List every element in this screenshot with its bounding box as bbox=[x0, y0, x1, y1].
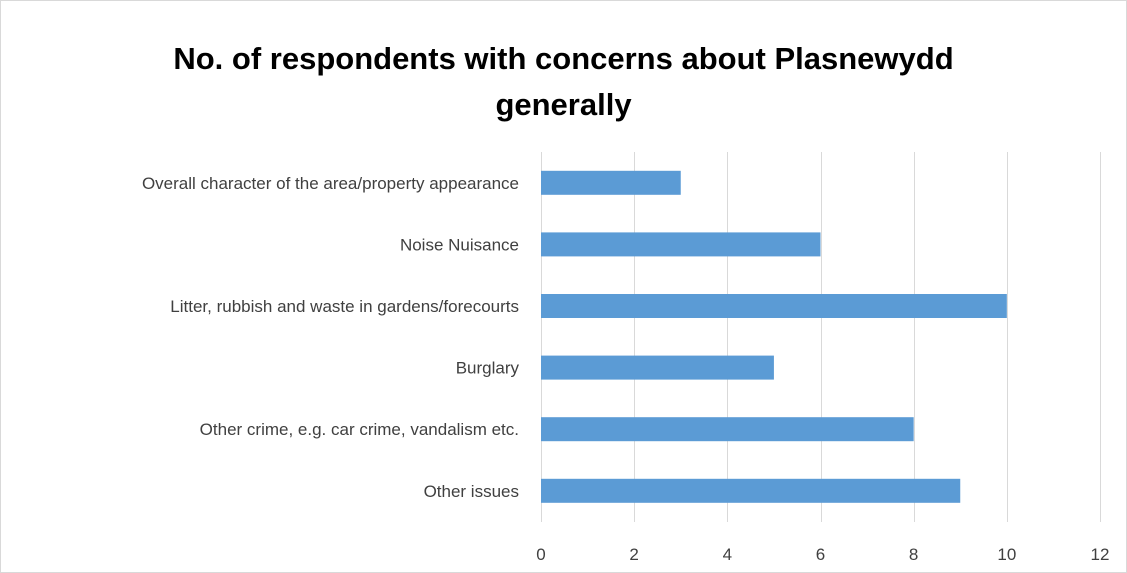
bar-4 bbox=[541, 417, 914, 442]
gridlines bbox=[541, 152, 1101, 522]
x-tick-label: 12 bbox=[1091, 545, 1110, 564]
category-label: Other issues bbox=[424, 482, 519, 501]
bar-3 bbox=[541, 355, 774, 380]
x-tick-label: 0 bbox=[536, 545, 545, 564]
category-label: Litter, rubbish and waste in gardens/for… bbox=[170, 297, 519, 316]
x-tick-label: 8 bbox=[909, 545, 918, 564]
bar-5 bbox=[541, 478, 961, 503]
bar-0 bbox=[541, 170, 681, 195]
category-label: Overall character of the area/property a… bbox=[142, 174, 519, 193]
category-label: Noise Nuisance bbox=[400, 235, 519, 254]
x-tick-label: 4 bbox=[723, 545, 732, 564]
category-label: Burglary bbox=[456, 359, 520, 378]
category-label: Other crime, e.g. car crime, vandalism e… bbox=[200, 420, 519, 439]
tick-labels: 0 2 4 6 8 10 12 bbox=[536, 545, 1109, 564]
category-labels: Overall character of the area/property a… bbox=[142, 174, 520, 501]
x-tick-label: 2 bbox=[629, 545, 638, 564]
bar-1 bbox=[541, 232, 821, 257]
chart-title: No. of respondents with concerns about P… bbox=[173, 41, 954, 122]
bar-2 bbox=[541, 294, 1007, 318]
x-tick-label: 10 bbox=[997, 545, 1016, 564]
x-tick-label: 6 bbox=[816, 545, 825, 564]
bars bbox=[541, 170, 1007, 503]
